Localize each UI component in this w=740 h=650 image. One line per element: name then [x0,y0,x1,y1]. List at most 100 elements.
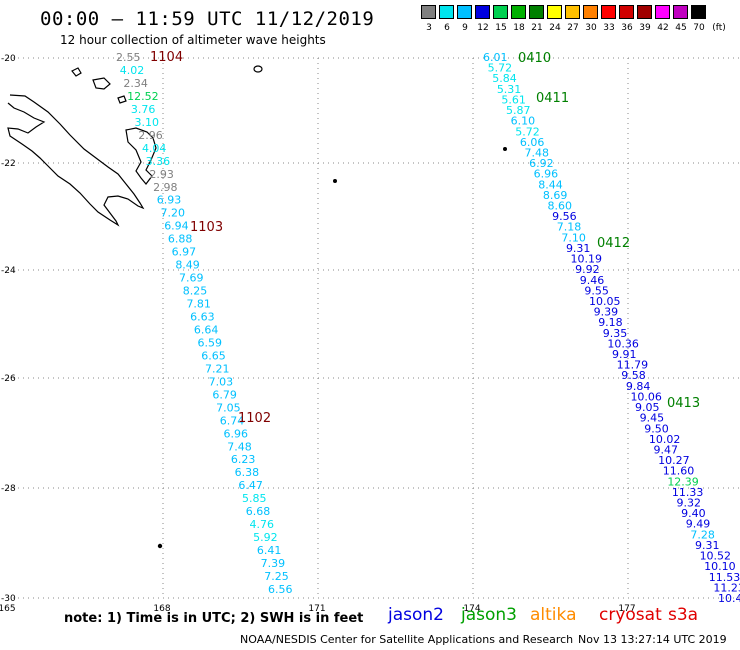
legend-swatch [691,5,706,19]
generated-timestamp: Nov 13 13:27:14 UTC 2019 [578,633,727,646]
legend-swatch [619,5,634,19]
swh-value-label: 8.44 [538,178,563,191]
swh-value-label: 10.10 [704,560,736,573]
swh-value-label: 10.05 [589,295,621,308]
swh-value-label: 4.04 [142,142,167,155]
legend-label: 3 [426,23,432,33]
swh-value-label: 6.96 [224,427,249,440]
legend-label: 6 [444,23,450,33]
credit-line: NOAA/NESDIS Center for Satellite Applica… [240,633,574,646]
legend-swatch [601,5,616,19]
swh-value-label: 5.72 [488,62,513,75]
swh-value-label: 5.72 [515,125,540,138]
swh-value-label: 6.01 [483,51,508,64]
swh-value-label: 8.60 [548,200,573,213]
legend-swatch [529,5,544,19]
legend-label: 24 [549,23,561,33]
page-subtitle: 12 hour collection of altimeter wave hei… [60,33,326,47]
legend-swatch [655,5,670,19]
swh-value-label: 5.61 [501,93,526,106]
swh-value-label: 6.59 [198,336,223,349]
swh-value-label: 7.05 [216,401,241,414]
swh-value-label: 9.31 [566,242,591,255]
swh-value-label: 8.69 [543,189,568,202]
loyalty-islands [125,127,157,185]
island-hunter [503,147,508,152]
lon-tick-label: 168 [153,604,170,614]
swh-value-label: 9.35 [603,327,628,340]
swh-value-label: 10.52 [700,550,732,563]
swh-value-label: 7.03 [209,375,234,388]
legend-label: 15 [495,23,507,33]
swh-value-label: 7.48 [227,440,252,453]
swh-value-label: 7.28 [690,528,715,541]
island-dot [157,543,163,549]
swh-value-label: 9.18 [598,316,623,329]
swh-value-label: 9.49 [686,518,711,531]
swh-value-label: 6.63 [190,311,215,324]
swh-value-label: 6.79 [212,388,237,401]
swh-value-label: 10.36 [607,337,639,350]
swh-value-label: 9.91 [612,348,637,361]
pass-number-label: 0413 [667,396,700,411]
satellite-name: jason3 [461,605,517,625]
grid-lines [8,57,740,599]
swh-value-label: 5.84 [492,72,517,85]
swh-value-label: 6.97 [172,246,197,259]
pass-number-label: 0412 [597,236,630,251]
swh-value-label: 9.32 [677,497,702,510]
swh-value-label: 11.23 [713,581,740,594]
swh-value-label: 7.10 [561,231,586,244]
new-caledonia-coastline [7,94,145,227]
swh-value-label: 5.87 [506,104,530,117]
satellite-name: altika [530,605,577,625]
swh-value-label: 9.45 [640,412,665,425]
legend-swatch [547,5,562,19]
swh-value-label: 3.76 [131,103,156,116]
pass-labels: 1104 1103 1102 0410 0411 0412 0413 [150,50,700,426]
swh-value-label: 6.93 [157,194,182,207]
legend-label: 12 [477,23,489,33]
legend-label: 9 [462,23,468,33]
pass-number-label: 1102 [238,411,271,426]
pass-number-label: 0410 [518,51,551,66]
swh-value-label: 6.88 [168,233,193,246]
lat-tick-label: -26 [1,374,16,384]
lon-tick-label: 171 [308,604,325,614]
swh-value-label: 6.68 [246,505,271,518]
legend-label: 33 [603,23,615,33]
island-small [117,95,127,104]
swh-value-label: 2.34 [123,77,148,90]
pass-number-label: 0411 [536,91,569,106]
swh-value-label: 6.92 [529,157,554,170]
legend-swatch [583,5,598,19]
legend-label: 21 [531,23,543,33]
legend-swatch [637,5,652,19]
swh-value-label: 6.94 [164,220,189,233]
swh-value-label: 7.69 [179,272,204,285]
satellite-tracks: 2.554.022.3412.523.763.102.964.043.362.9… [116,51,740,605]
pass-number-label: 1103 [190,220,223,235]
legend-label: 36 [621,23,633,33]
swh-value-label: 8.49 [175,259,200,272]
lat-tick-label: -20 [1,54,16,64]
swh-value-label: 6.47 [238,479,263,492]
page-title: 00:00 – 11:59 UTC 11/12/2019 [40,8,375,30]
lat-tick-label: -28 [1,484,16,494]
island-north [92,77,111,90]
swh-value-label: 10.4 [718,592,740,605]
swh-value-label: 5.85 [242,492,266,505]
legend-unit: (ft) [712,23,726,33]
swh-value-label: 6.38 [235,466,260,479]
island-matthew [333,179,338,184]
swh-value-label: 5.31 [497,83,521,96]
swh-value-label: 12.39 [667,475,699,488]
swh-value-label: 9.39 [594,306,619,319]
swh-value-label: 11.79 [617,359,649,372]
swh-value-label: 10.19 [571,253,603,266]
swh-value-label: 12.52 [127,90,159,103]
pass-number-label: 1104 [150,50,183,65]
swh-value-label: 9.84 [626,380,651,393]
legend-swatch [493,5,508,19]
